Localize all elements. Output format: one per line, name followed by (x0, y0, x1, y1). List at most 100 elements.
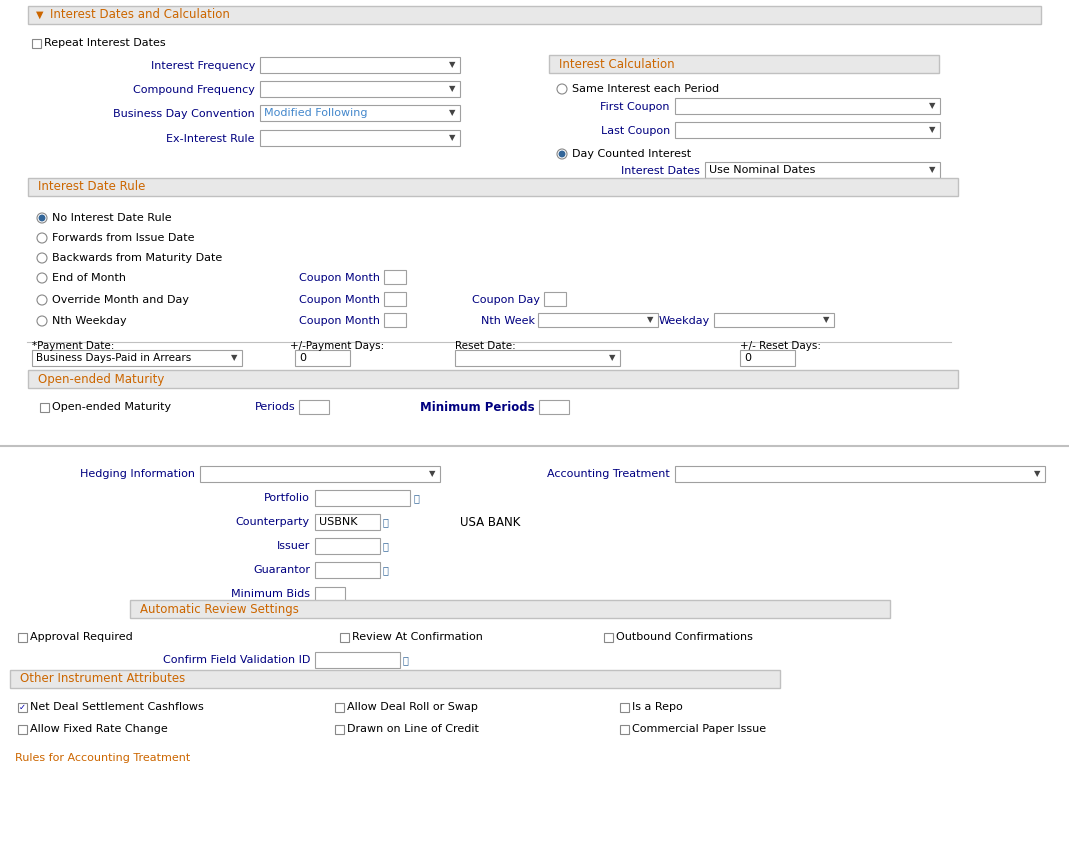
Text: Confirm Field Validation ID: Confirm Field Validation ID (162, 655, 310, 665)
Text: Portfolio: Portfolio (264, 493, 310, 503)
Text: Coupon Month: Coupon Month (299, 295, 379, 305)
FancyBboxPatch shape (549, 55, 939, 73)
FancyBboxPatch shape (260, 105, 460, 121)
Text: Hedging Information: Hedging Information (80, 469, 195, 479)
Text: ▼: ▼ (449, 61, 455, 69)
FancyBboxPatch shape (299, 400, 329, 414)
FancyBboxPatch shape (704, 162, 940, 178)
FancyBboxPatch shape (604, 633, 613, 642)
Text: Outbound Confirmations: Outbound Confirmations (616, 632, 753, 643)
Circle shape (559, 152, 564, 157)
Text: ▼: ▼ (449, 108, 455, 118)
Text: First Coupon: First Coupon (601, 102, 670, 112)
Text: ▼: ▼ (929, 101, 935, 111)
Text: ▼: ▼ (647, 315, 653, 325)
FancyBboxPatch shape (384, 270, 406, 284)
Text: Ex-Interest Rule: Ex-Interest Rule (167, 134, 255, 144)
Text: ▼: ▼ (929, 165, 935, 175)
Text: 0: 0 (744, 353, 752, 363)
Text: Allow Fixed Rate Change: Allow Fixed Rate Change (30, 725, 168, 734)
Text: Minimum Bids: Minimum Bids (231, 589, 310, 599)
Text: Day Counted Interest: Day Counted Interest (572, 149, 692, 159)
Text: Use Nominal Dates: Use Nominal Dates (709, 165, 816, 175)
FancyBboxPatch shape (28, 6, 1041, 24)
FancyBboxPatch shape (10, 670, 780, 688)
FancyBboxPatch shape (200, 466, 440, 482)
Text: Rules for Accounting Treatment: Rules for Accounting Treatment (15, 753, 190, 763)
FancyBboxPatch shape (620, 703, 629, 712)
FancyBboxPatch shape (32, 39, 41, 48)
FancyBboxPatch shape (384, 313, 406, 327)
Text: Nth Week: Nth Week (481, 316, 534, 326)
Text: USA BANK: USA BANK (460, 515, 521, 528)
FancyBboxPatch shape (315, 490, 410, 506)
FancyBboxPatch shape (335, 703, 344, 712)
Text: Forwards from Issue Date: Forwards from Issue Date (52, 233, 195, 243)
Text: Is a Repo: Is a Repo (632, 702, 683, 713)
Text: Backwards from Maturity Date: Backwards from Maturity Date (52, 253, 222, 263)
FancyBboxPatch shape (455, 350, 620, 366)
Text: ▼: ▼ (429, 469, 435, 479)
FancyBboxPatch shape (544, 292, 566, 306)
FancyBboxPatch shape (28, 370, 958, 388)
Text: ▼: ▼ (36, 10, 44, 20)
Text: Repeat Interest Dates: Repeat Interest Dates (44, 38, 166, 48)
Text: Same Interest each Period: Same Interest each Period (572, 84, 719, 94)
FancyBboxPatch shape (18, 633, 27, 642)
FancyBboxPatch shape (130, 600, 890, 618)
Text: Reset Date:: Reset Date: (455, 341, 515, 351)
Text: 🔍: 🔍 (383, 517, 389, 527)
Text: Interest Dates: Interest Dates (621, 166, 700, 176)
Text: Commercial Paper Issue: Commercial Paper Issue (632, 725, 766, 734)
Text: Business Day Convention: Business Day Convention (113, 109, 255, 119)
FancyBboxPatch shape (539, 400, 569, 414)
Text: ▼: ▼ (929, 126, 935, 134)
Text: 🔍: 🔍 (383, 565, 389, 575)
FancyBboxPatch shape (315, 652, 400, 668)
Text: End of Month: End of Month (52, 273, 126, 283)
Text: Business Days-Paid in Arrears: Business Days-Paid in Arrears (36, 353, 191, 363)
FancyBboxPatch shape (620, 725, 629, 734)
FancyBboxPatch shape (18, 725, 27, 734)
Text: 0: 0 (299, 353, 306, 363)
Text: No Interest Date Rule: No Interest Date Rule (52, 213, 172, 223)
FancyBboxPatch shape (18, 703, 27, 712)
FancyBboxPatch shape (40, 403, 49, 412)
Text: ▼: ▼ (449, 133, 455, 143)
FancyBboxPatch shape (335, 725, 344, 734)
FancyBboxPatch shape (740, 350, 795, 366)
Text: ▼: ▼ (608, 353, 616, 363)
Text: Interest Date Rule: Interest Date Rule (38, 180, 145, 193)
Text: 🔍: 🔍 (403, 655, 408, 665)
Text: ▼: ▼ (231, 353, 237, 363)
Text: Minimum Periods: Minimum Periods (420, 401, 534, 414)
FancyBboxPatch shape (260, 81, 460, 97)
Text: Open-ended Maturity: Open-ended Maturity (38, 372, 165, 385)
FancyBboxPatch shape (28, 178, 958, 196)
FancyBboxPatch shape (315, 562, 379, 578)
Text: *Payment Date:: *Payment Date: (32, 341, 114, 351)
FancyBboxPatch shape (260, 57, 460, 73)
Text: ▼: ▼ (823, 315, 830, 325)
Text: USBNK: USBNK (319, 517, 357, 527)
FancyBboxPatch shape (714, 313, 834, 327)
Text: Other Instrument Attributes: Other Instrument Attributes (20, 673, 185, 686)
Text: Interest Calculation: Interest Calculation (559, 57, 675, 70)
FancyBboxPatch shape (675, 122, 940, 138)
Text: Counterparty: Counterparty (236, 517, 310, 527)
Text: Nth Weekday: Nth Weekday (52, 316, 126, 326)
Text: Accounting Treatment: Accounting Treatment (547, 469, 670, 479)
Text: Modified Following: Modified Following (264, 108, 368, 118)
Text: +/- Reset Days:: +/- Reset Days: (740, 341, 821, 351)
Text: Open-ended Maturity: Open-ended Maturity (52, 403, 171, 412)
Text: Net Deal Settlement Cashflows: Net Deal Settlement Cashflows (30, 702, 204, 713)
FancyBboxPatch shape (538, 313, 659, 327)
FancyBboxPatch shape (260, 130, 460, 146)
Text: ✓: ✓ (19, 703, 26, 712)
Text: Interest Dates and Calculation: Interest Dates and Calculation (50, 9, 230, 22)
FancyBboxPatch shape (675, 98, 940, 114)
Text: Automatic Review Settings: Automatic Review Settings (140, 603, 299, 616)
Text: Weekday: Weekday (659, 316, 710, 326)
FancyBboxPatch shape (384, 292, 406, 306)
Text: Coupon Month: Coupon Month (299, 316, 379, 326)
